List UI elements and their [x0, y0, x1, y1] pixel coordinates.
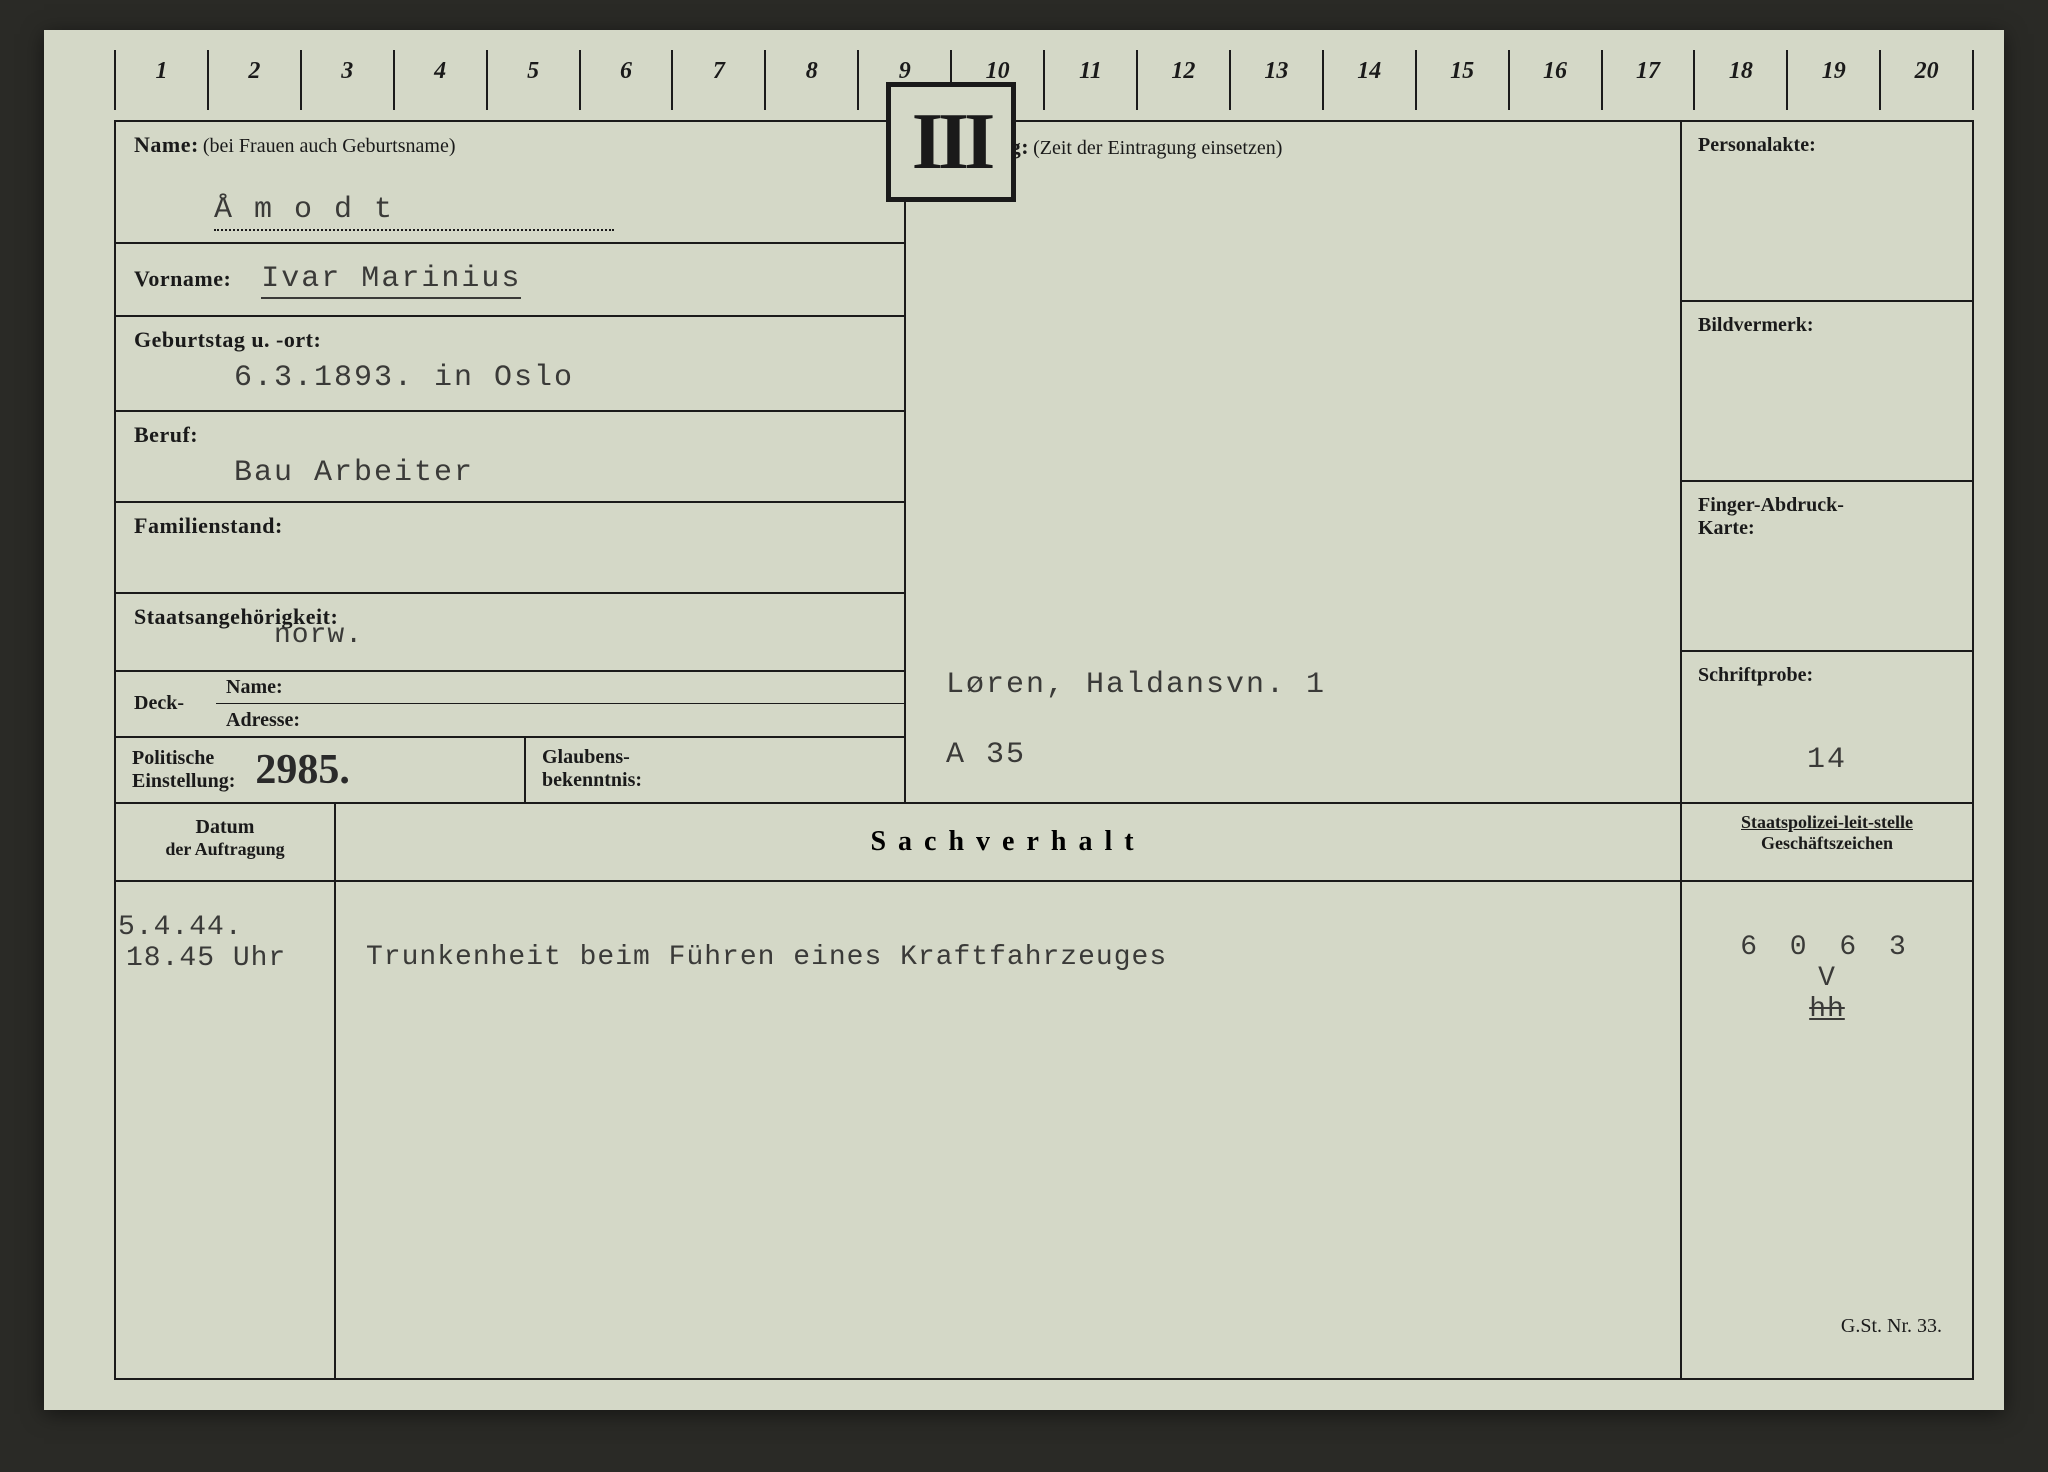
th-datum: Datum der Auftragung — [116, 804, 336, 880]
ruler-tick: 15 — [1415, 50, 1508, 110]
th-datum-2: der Auftragung — [116, 839, 334, 860]
beruf-label: Beruf: — [134, 422, 886, 448]
ruler-tick: 4 — [393, 50, 486, 110]
th-datum-1: Datum — [116, 816, 334, 839]
ruler-tick: 20 — [1879, 50, 1974, 110]
glaubens-field: Glaubens- bekenntnis: — [526, 738, 904, 802]
personalakte-field: Personalakte: — [1682, 122, 1972, 302]
schriftprobe-field: Schriftprobe: 14 — [1682, 652, 1972, 802]
bildvermerk-label: Bildvermerk: — [1698, 314, 1956, 337]
ruler: 1 2 3 4 5 6 7 8 9 10 11 12 13 14 15 16 1… — [114, 50, 1974, 110]
tb-ref: 6 0 6 3 V hh G.St. Nr. 33. — [1682, 882, 1972, 1378]
beruf-value: Bau Arbeiter — [134, 456, 886, 490]
ruler-tick: 11 — [1043, 50, 1136, 110]
personalakte-label: Personalakte: — [1698, 134, 1956, 157]
deck-field: Deck- Name: Adresse: — [116, 672, 904, 738]
ruler-tick: 5 — [486, 50, 579, 110]
left-column: Name: (bei Frauen auch Geburtsname) Å m … — [116, 122, 906, 802]
main-frame: III Name: (bei Frauen auch Geburtsname) … — [114, 120, 1974, 1380]
name-value: Å m o d t — [214, 193, 614, 231]
name-hint: (bei Frauen auch Geburtsname) — [203, 135, 456, 157]
schriftprobe-value: 14 — [1682, 743, 1972, 777]
glaub-label-1: Glaubens- — [542, 746, 888, 769]
finger-label-2: Karte: — [1698, 517, 1956, 540]
ruler-tick: 6 — [579, 50, 672, 110]
geburtstag-field: Geburtstag u. -ort: 6.3.1893. in Oslo — [116, 317, 904, 412]
pol-label-1: Politische — [132, 747, 235, 770]
entry-text: Trunkenheit beim Führen eines Kraftfahrz… — [366, 942, 1650, 973]
fingerabdruck-field: Finger-Abdruck- Karte: — [1682, 482, 1972, 652]
bildvermerk-field: Bildvermerk: — [1682, 302, 1972, 482]
name-field: Name: (bei Frauen auch Geburtsname) Å m … — [116, 122, 904, 244]
pol-value: 2985. — [255, 746, 350, 794]
roman-numeral-box: III — [886, 82, 1016, 202]
beruf-field: Beruf: Bau Arbeiter — [116, 412, 904, 503]
roman-numeral: III — [912, 97, 990, 188]
tb-datum: 5.4.44. 18.45 Uhr — [116, 882, 336, 1378]
pol-label-2: Einstellung: — [132, 770, 235, 793]
bottom-row: Politische Einstellung: 2985. Glaubens- … — [116, 738, 904, 802]
wohnung-value: Løren, Haldansvn. 1 — [946, 668, 1326, 702]
ruler-tick: 8 — [764, 50, 857, 110]
right-column: Personalakte: Bildvermerk: Finger-Abdruc… — [1682, 122, 1972, 802]
wohnung-code: A 35 — [946, 738, 1026, 772]
ruler-tick: 18 — [1693, 50, 1786, 110]
vorname-field: Vorname: Ivar Marinius — [116, 244, 904, 317]
name-label: Name: — [134, 132, 199, 157]
glaub-label-2: bekenntnis: — [542, 769, 888, 792]
ruler-tick: 2 — [207, 50, 300, 110]
deck-name-label: Name: — [226, 676, 283, 699]
ruler-tick: 17 — [1601, 50, 1694, 110]
ruler-tick: 7 — [671, 50, 764, 110]
form-number: G.St. Nr. 33. — [1841, 1315, 1942, 1338]
ruler-tick: 12 — [1136, 50, 1229, 110]
entry-date: 5.4.44. — [118, 912, 324, 943]
schriftprobe-label: Schriftprobe: — [1698, 664, 1956, 687]
deck-adresse-label: Adresse: — [226, 709, 300, 732]
th-gz-1: Staatspolizei-leit-stelle — [1682, 812, 1972, 833]
vorname-label: Vorname: — [134, 266, 231, 292]
th-geschaeftszeichen: Staatspolizei-leit-stelle Geschäftszeich… — [1682, 804, 1972, 880]
table-body: 5.4.44. 18.45 Uhr Trunkenheit beim Führe… — [116, 882, 1972, 1378]
ruler-tick: 14 — [1322, 50, 1415, 110]
wohnung-hint: (Zeit der Eintragung einsetzen) — [1033, 137, 1282, 159]
ruler-tick: 16 — [1508, 50, 1601, 110]
tb-sachverhalt: Trunkenheit beim Führen eines Kraftfahrz… — [336, 882, 1682, 1378]
ruler-tick: 1 — [114, 50, 207, 110]
entry-ref-2: V — [1692, 963, 1962, 994]
entry-time: 18.45 Uhr — [126, 943, 324, 974]
geburtstag-label: Geburtstag u. -ort: — [134, 327, 886, 353]
upper-section: Name: (bei Frauen auch Geburtsname) Å m … — [116, 122, 1972, 802]
finger-label-1: Finger-Abdruck- — [1698, 494, 1956, 517]
index-card: 1 2 3 4 5 6 7 8 9 10 11 12 13 14 15 16 1… — [44, 30, 2004, 1410]
politische-field: Politische Einstellung: 2985. — [116, 738, 526, 802]
middle-column: Wohnung: (Zeit der Eintragung einsetzen)… — [906, 122, 1682, 802]
ruler-tick: 13 — [1229, 50, 1322, 110]
th-sachverhalt: Sachverhalt — [336, 804, 1682, 880]
vorname-value: Ivar Marinius — [261, 262, 521, 296]
geburtstag-value: 6.3.1893. in Oslo — [134, 361, 886, 395]
ruler-tick: 3 — [300, 50, 393, 110]
familienstand-field: Familienstand: — [116, 503, 904, 594]
familienstand-label: Familienstand: — [134, 513, 886, 539]
ruler-tick: 19 — [1786, 50, 1879, 110]
entry-ref-3: hh — [1692, 994, 1962, 1025]
deck-label: Deck- — [134, 692, 184, 715]
th-sach-label: Sachverhalt — [870, 826, 1145, 858]
th-gz-2: Geschäftszeichen — [1682, 833, 1972, 854]
table-header: Datum der Auftragung Sachverhalt Staatsp… — [116, 802, 1972, 882]
entry-ref-1: 6 0 6 3 — [1692, 932, 1962, 963]
staatsangehoerigkeit-field: Staatsangehörigkeit: norw. — [116, 594, 904, 672]
